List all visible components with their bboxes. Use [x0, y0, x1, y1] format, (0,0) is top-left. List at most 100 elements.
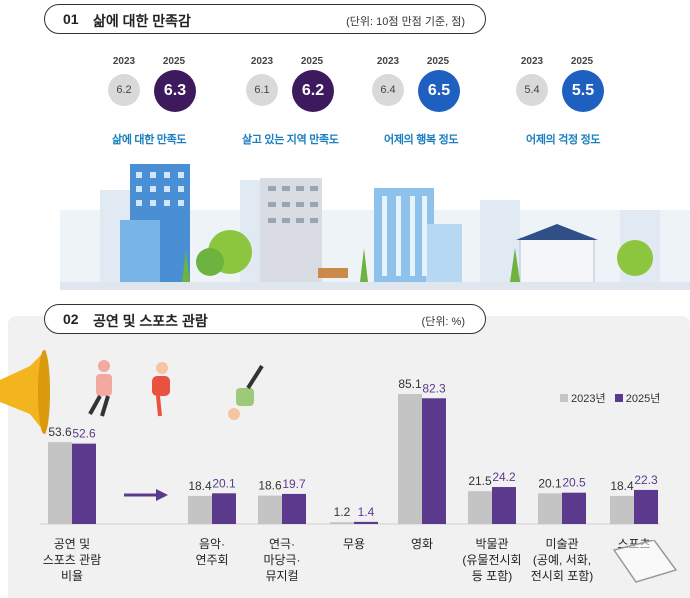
metric-value-2023: 6.2	[108, 74, 140, 106]
category-label-5: (유물전시회	[462, 553, 521, 567]
bar-2023년-7	[610, 495, 634, 524]
bar-2025년-2	[282, 493, 306, 524]
metric-worry: 2023 2025 5.4 5.5 어제의 걱정 정도	[516, 56, 636, 146]
metric-life-satisfaction: 2023 2025 6.2 6.3 삶에 대한 만족도	[108, 56, 228, 146]
value-label-2025년-7: 22.3	[634, 473, 658, 487]
value-label-2025년-2: 19.7	[282, 477, 306, 491]
section1-number: 01	[63, 11, 79, 27]
cityscape-illustration	[60, 164, 690, 290]
bar-2025년-5	[492, 487, 516, 524]
value-label-2025년-0: 52.6	[72, 427, 96, 441]
tree-icon	[360, 248, 368, 282]
value-label-2025년-3: 1.4	[358, 505, 375, 519]
house-icon	[519, 237, 595, 290]
metric-value-2023: 6.1	[246, 74, 278, 106]
value-label-2023년-4: 85.1	[398, 377, 422, 391]
section2-header: 02 공연 및 스포츠 관람 (단위: %)	[44, 304, 486, 334]
dancer-icon	[152, 362, 170, 417]
metric-value-2025: 6.5	[418, 70, 460, 112]
metric-year-2025: 2025	[300, 56, 324, 67]
category-label-0: 공연 및	[54, 537, 90, 551]
category-label-4: 영화	[411, 537, 433, 551]
value-label-2023년-7: 18.4	[610, 479, 634, 493]
category-label-5: 등 포함)	[472, 569, 512, 583]
category-label-3: 무용	[343, 537, 365, 551]
bar-2023년-4	[398, 394, 422, 524]
bar-2023년-1	[188, 495, 212, 524]
metric-value-2025: 6.3	[154, 70, 196, 112]
section2-title: 공연 및 스포츠 관람	[93, 313, 208, 329]
bar-2025년-1	[212, 493, 236, 524]
metric-year-2023: 2023	[112, 56, 136, 67]
bench-icon	[318, 268, 348, 278]
tree-icon	[617, 240, 653, 276]
legend-label-2025: 2025년	[625, 393, 661, 405]
legend-item-2025: 2025년	[614, 393, 661, 405]
metric-year-2025: 2025	[426, 56, 450, 67]
metric-region-satisfaction: 2023 2025 6.1 6.2 살고 있는 지역 만족도	[242, 56, 366, 146]
category-label-1: 연주회	[195, 553, 228, 567]
category-label-2: 뮤지컬	[265, 569, 298, 583]
arrow-icon	[124, 489, 168, 501]
value-label-2025년-1: 20.1	[212, 476, 236, 490]
legend-swatch-2023	[560, 394, 568, 402]
metric-label: 어제의 걱정 정도	[526, 134, 601, 146]
section2-unit: (단위: %)	[421, 316, 465, 328]
performers-illustration	[0, 350, 264, 434]
building-icon	[260, 178, 322, 290]
metric-year-2025: 2025	[570, 56, 594, 67]
metric-year-2025: 2025	[162, 56, 186, 67]
bar-2023년-6	[538, 493, 562, 524]
metric-happiness: 2023 2025 6.4 6.5 어제의 행복 정도	[372, 56, 492, 146]
value-label-2023년-1: 18.4	[188, 479, 212, 493]
metric-value-2025: 6.2	[292, 70, 334, 112]
metric-label: 어제의 행복 정도	[384, 134, 459, 146]
bar-2025년-0	[72, 443, 96, 524]
metric-year-2023: 2023	[376, 56, 400, 67]
chart-legend: 2023년 2025년	[560, 390, 660, 406]
dancer-icon	[228, 364, 264, 420]
value-label-2023년-6: 20.1	[538, 476, 562, 490]
metric-value-2023: 6.4	[372, 74, 404, 106]
category-label-6: 미술관	[545, 537, 578, 551]
value-label-2025년-4: 82.3	[422, 381, 446, 395]
category-label-2: 연극·	[269, 537, 295, 551]
legend-swatch-2025	[614, 394, 623, 402]
value-label-2023년-5: 21.5	[468, 474, 492, 488]
value-label-2023년-3: 1.2	[334, 505, 351, 519]
bar-2023년-3	[330, 522, 354, 524]
category-label-0: 비율	[61, 569, 83, 583]
metric-value-2025: 5.5	[562, 70, 604, 112]
bar-2025년-7	[634, 489, 658, 524]
value-label-2025년-6: 20.5	[562, 476, 586, 490]
category-label-0: 스포츠 관람	[43, 553, 102, 567]
section2-number: 02	[63, 311, 79, 327]
bar-2023년-5	[468, 491, 492, 524]
legend-label-2023: 2023년	[571, 393, 606, 405]
bar-2025년-6	[562, 492, 586, 524]
metric-year-2023: 2023	[520, 56, 544, 67]
section2-background	[8, 316, 690, 598]
bar-2023년-2	[258, 495, 282, 524]
legend-item-2023: 2023년	[560, 393, 606, 405]
section1-title: 삶에 대한 만족감	[93, 13, 191, 29]
metric-label: 삶에 대한 만족도	[112, 134, 187, 146]
metric-year-2023: 2023	[250, 56, 274, 67]
bar-2023년-0	[48, 442, 72, 524]
bar-2025년-4	[422, 398, 446, 524]
dancer-icon	[88, 360, 112, 417]
section1-header: 01 삶에 대한 만족감 (단위: 10점 만점 기준, 점)	[44, 4, 486, 34]
value-label-2023년-2: 18.6	[258, 479, 282, 493]
category-label-6: (공예, 서화,	[533, 553, 591, 567]
metric-label: 살고 있는 지역 만족도	[242, 134, 339, 146]
trumpet-icon	[0, 350, 46, 434]
section1-unit: (단위: 10점 만점 기준, 점)	[346, 16, 465, 28]
category-label-5: 박물관	[475, 537, 508, 551]
value-label-2025년-5: 24.2	[492, 470, 516, 484]
bar-2025년-3	[354, 521, 378, 524]
value-label-2023년-0: 53.6	[48, 425, 72, 439]
category-label-6: 전시회 포함)	[531, 569, 594, 583]
metric-value-2023: 5.4	[516, 74, 548, 106]
watermark-logo	[612, 540, 678, 583]
